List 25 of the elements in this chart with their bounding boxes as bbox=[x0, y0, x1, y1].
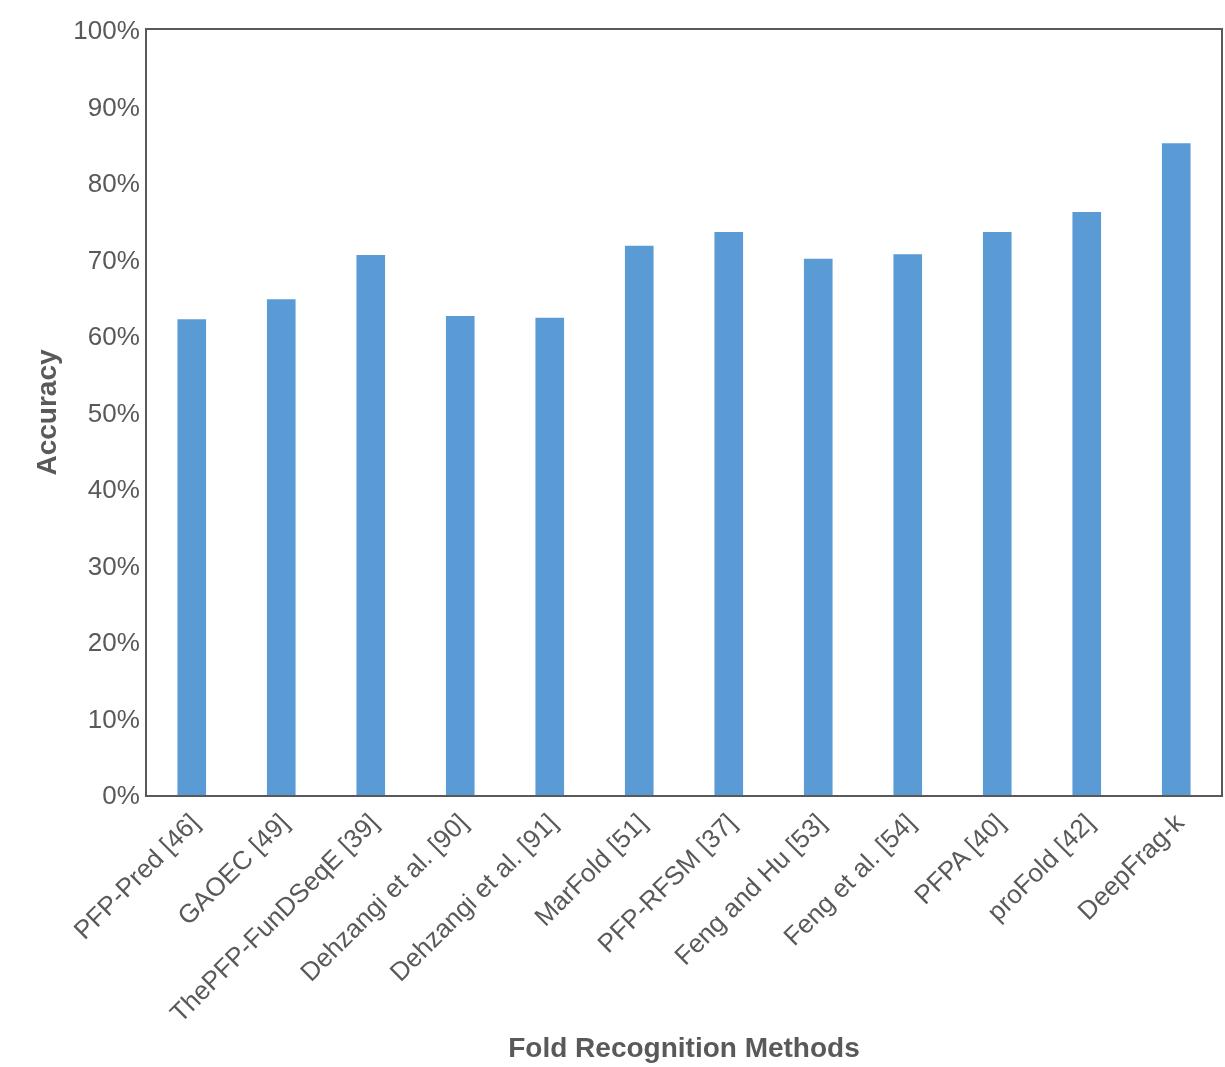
bar bbox=[1161, 143, 1191, 795]
y-tick-label: 100% bbox=[73, 15, 140, 46]
bar bbox=[356, 254, 386, 795]
x-axis-title: Fold Recognition Methods bbox=[508, 1031, 860, 1063]
bar bbox=[177, 319, 207, 795]
y-tick-label: 60% bbox=[87, 321, 140, 352]
bar bbox=[535, 317, 565, 795]
bar bbox=[1072, 212, 1102, 795]
y-tick-label: 70% bbox=[87, 244, 140, 275]
bar bbox=[445, 316, 475, 795]
bar bbox=[982, 231, 1012, 795]
bar bbox=[624, 245, 654, 795]
bar bbox=[714, 231, 744, 795]
y-tick-label: 10% bbox=[87, 703, 140, 734]
bar bbox=[893, 254, 923, 795]
bar bbox=[266, 299, 296, 795]
y-axis-title: Accuracy bbox=[31, 349, 63, 476]
y-tick-label: 40% bbox=[87, 474, 140, 505]
y-tick-label: 30% bbox=[87, 550, 140, 581]
y-tick-label: 0% bbox=[102, 780, 140, 811]
y-tick-label: 50% bbox=[87, 397, 140, 428]
bar bbox=[803, 258, 833, 795]
y-tick-label: 20% bbox=[87, 627, 140, 658]
y-tick-label: 90% bbox=[87, 91, 140, 122]
y-tick-label: 80% bbox=[87, 168, 140, 199]
